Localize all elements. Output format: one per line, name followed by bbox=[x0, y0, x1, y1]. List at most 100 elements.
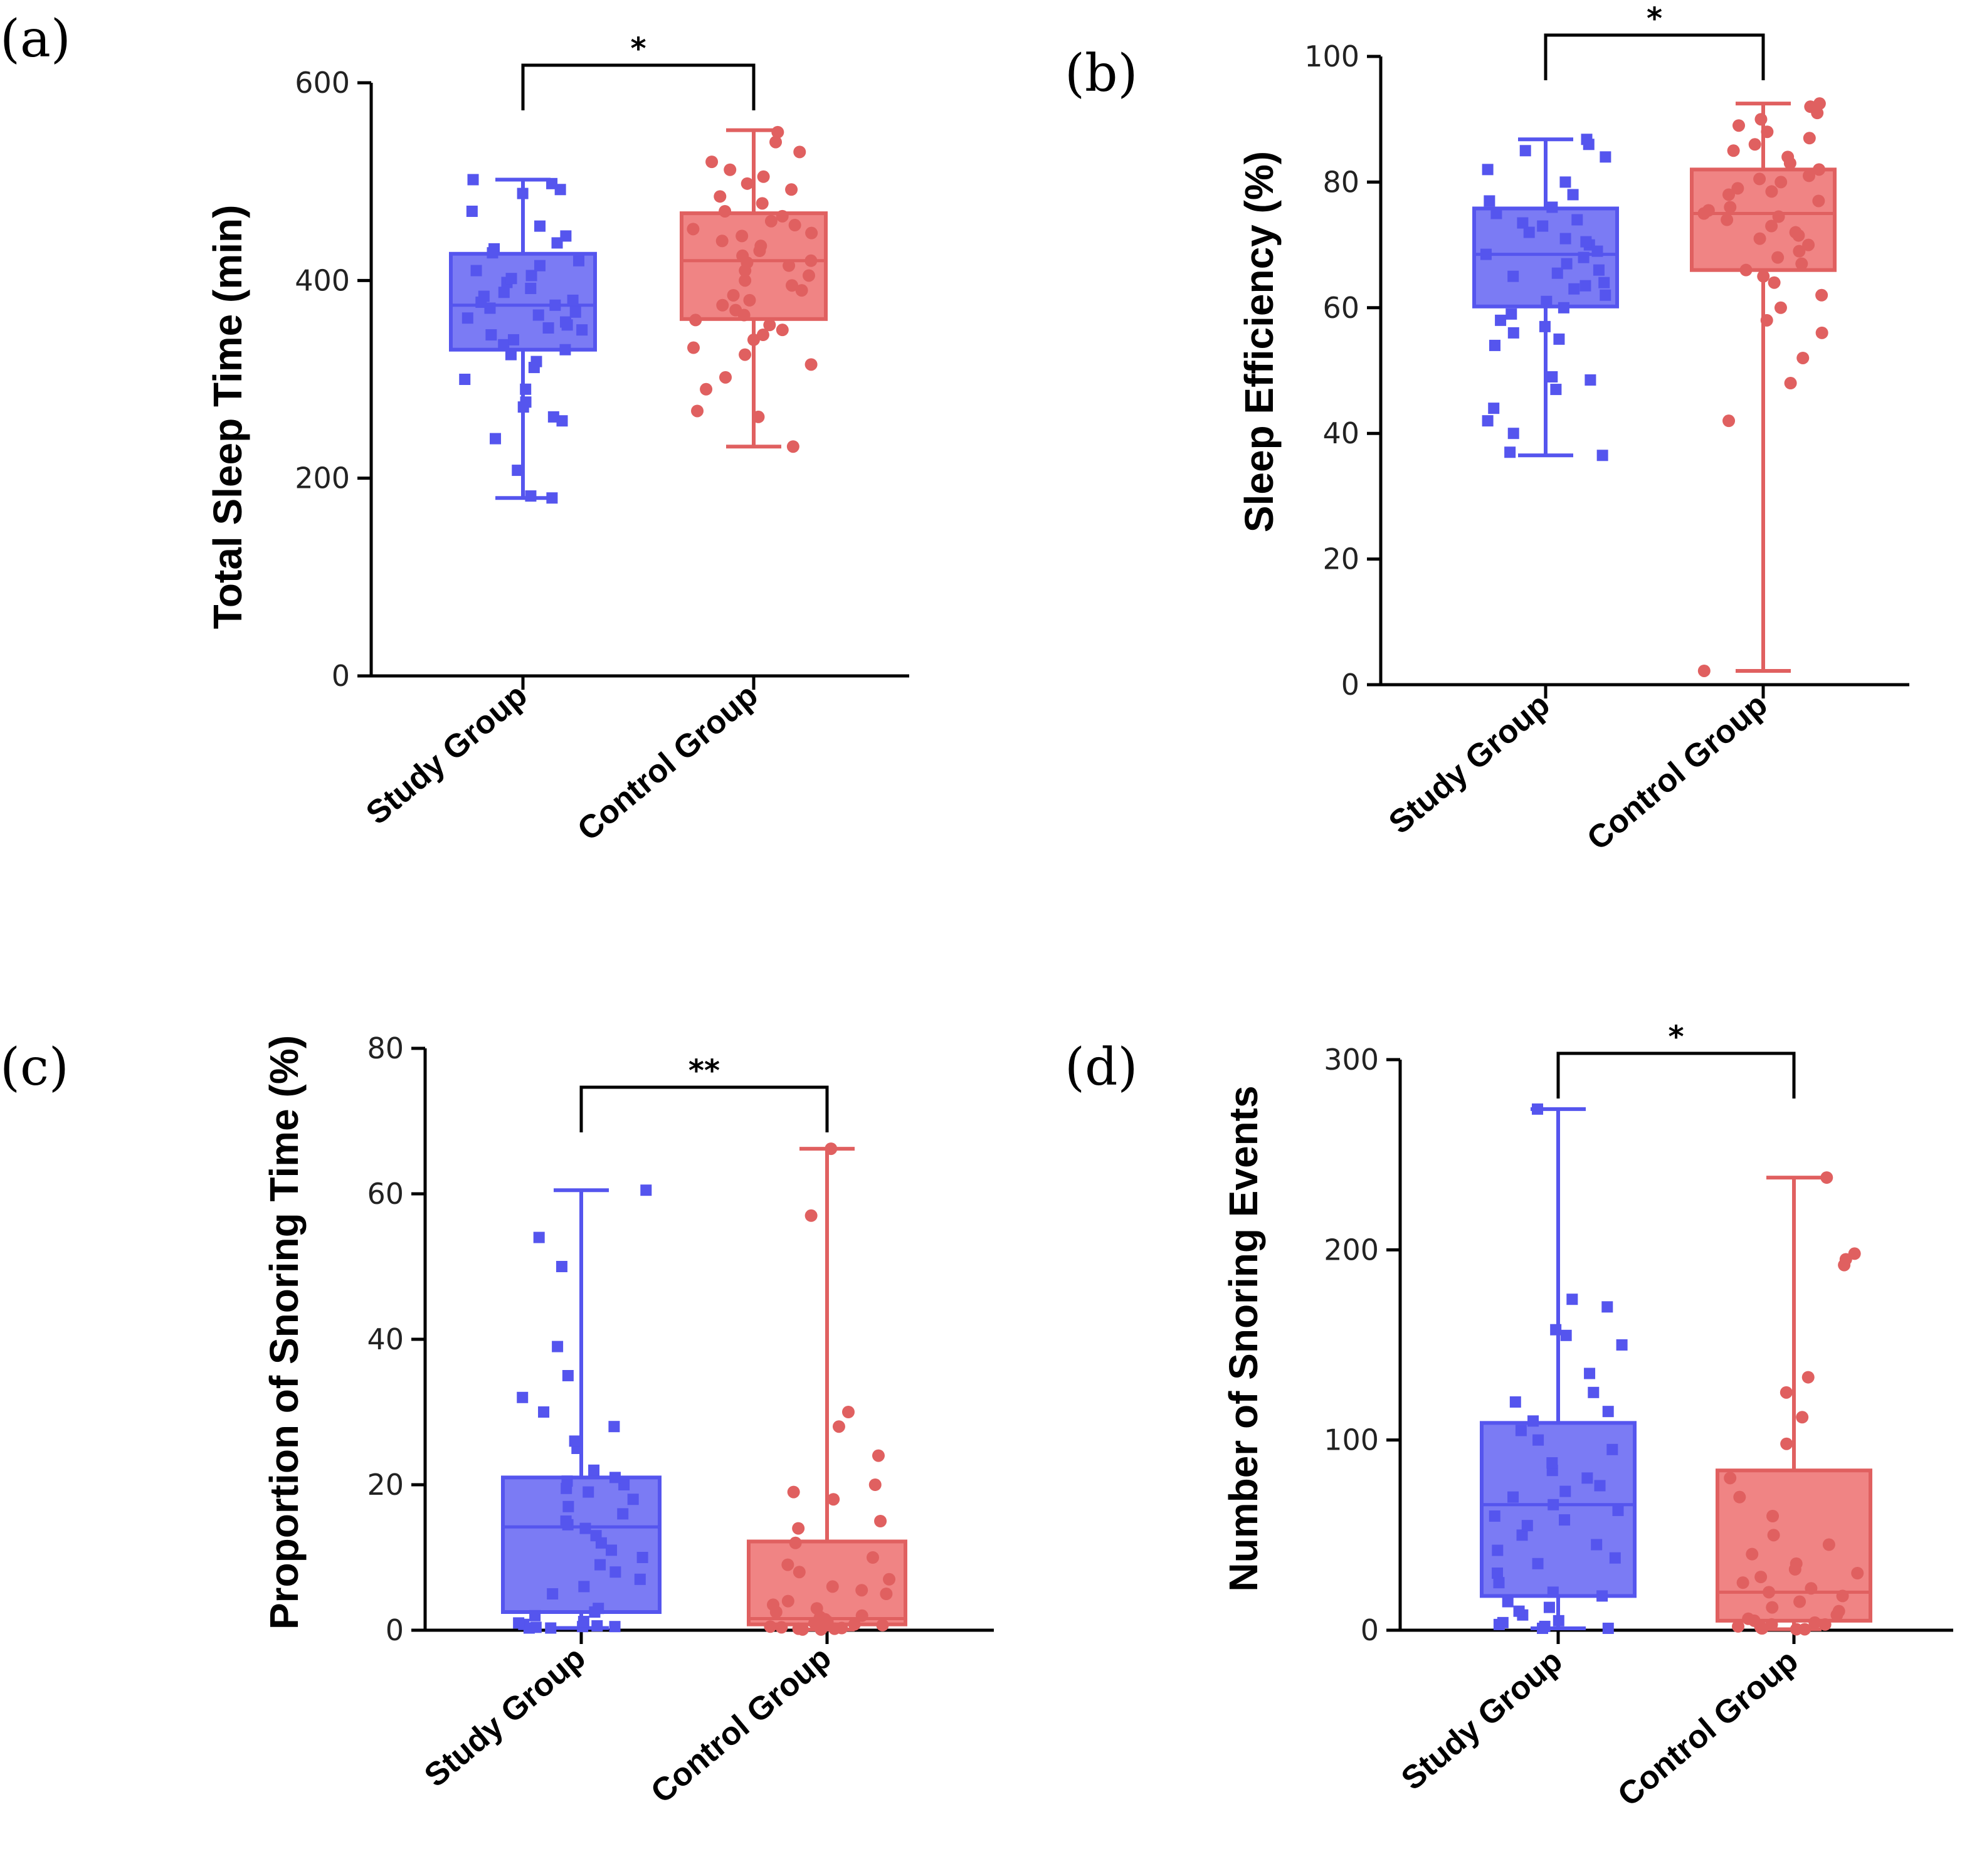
data-point bbox=[786, 279, 799, 292]
data-point bbox=[1566, 1294, 1578, 1305]
data-point bbox=[1766, 1601, 1779, 1614]
y-tick-label: 60 bbox=[1322, 291, 1359, 325]
data-point bbox=[793, 1566, 806, 1579]
data-point bbox=[583, 1486, 594, 1498]
data-point bbox=[1559, 176, 1571, 188]
data-point bbox=[636, 1552, 648, 1563]
data-point bbox=[1541, 295, 1553, 307]
data-point bbox=[1803, 132, 1816, 145]
data-point bbox=[485, 329, 497, 341]
data-point bbox=[1550, 384, 1562, 396]
data-point bbox=[705, 155, 719, 169]
data-point bbox=[1832, 1605, 1845, 1618]
data-point bbox=[727, 288, 740, 302]
data-point bbox=[804, 1209, 818, 1222]
data-point bbox=[617, 1508, 629, 1520]
data-point bbox=[1606, 1443, 1618, 1455]
significance-bracket bbox=[521, 63, 756, 110]
data-point bbox=[1760, 314, 1773, 327]
data-point bbox=[1539, 1620, 1551, 1632]
y-tick-label: 80 bbox=[367, 1031, 404, 1065]
box-iqr bbox=[747, 1539, 907, 1626]
data-point bbox=[789, 1536, 802, 1549]
data-point bbox=[1813, 163, 1826, 176]
data-point bbox=[530, 1621, 542, 1633]
x-category-label: Study Group bbox=[1382, 687, 1556, 841]
control-group-series bbox=[1716, 1171, 1872, 1636]
y-tick-label: 40 bbox=[1322, 416, 1359, 450]
data-point bbox=[729, 303, 742, 317]
data-point bbox=[825, 1142, 838, 1156]
data-point bbox=[754, 240, 767, 253]
x-category-label: Control Group bbox=[1611, 1643, 1805, 1814]
data-point bbox=[1523, 226, 1535, 238]
data-point bbox=[1793, 245, 1806, 258]
data-point bbox=[525, 270, 537, 282]
data-point bbox=[1519, 145, 1531, 157]
data-point bbox=[1489, 339, 1500, 351]
data-point bbox=[1553, 333, 1565, 345]
y-tick-label: 0 bbox=[1361, 1613, 1379, 1647]
data-point bbox=[1697, 664, 1711, 677]
y-tick-label: 200 bbox=[1324, 1233, 1379, 1267]
significance-marker: * bbox=[1668, 1020, 1684, 1055]
data-point bbox=[1796, 351, 1810, 364]
data-point bbox=[556, 415, 568, 427]
data-point bbox=[547, 1588, 559, 1599]
data-point bbox=[1547, 1586, 1559, 1598]
data-point bbox=[525, 282, 537, 294]
data-point bbox=[769, 135, 783, 149]
data-point bbox=[1492, 1568, 1504, 1579]
data-point bbox=[1796, 1411, 1809, 1424]
data-point bbox=[561, 1475, 573, 1487]
data-point bbox=[1591, 1539, 1603, 1551]
data-point bbox=[1822, 1538, 1835, 1551]
data-point bbox=[739, 274, 752, 287]
y-tick-label: 100 bbox=[1324, 1423, 1379, 1457]
data-point bbox=[775, 1621, 788, 1634]
data-point bbox=[1551, 267, 1563, 279]
y-tick-label: 0 bbox=[1341, 668, 1359, 702]
data-point bbox=[1724, 201, 1737, 214]
data-point bbox=[1490, 208, 1502, 219]
data-point bbox=[876, 1618, 889, 1631]
data-point bbox=[533, 1231, 545, 1243]
data-point bbox=[1480, 248, 1492, 260]
data-point bbox=[771, 125, 784, 139]
data-point bbox=[512, 465, 524, 477]
data-point bbox=[1506, 308, 1517, 320]
data-point bbox=[560, 1515, 572, 1527]
data-point bbox=[1602, 1406, 1614, 1418]
data-point bbox=[1507, 327, 1519, 339]
data-point bbox=[1482, 164, 1494, 176]
data-point bbox=[776, 209, 789, 223]
data-point bbox=[1532, 1557, 1544, 1569]
data-point bbox=[1602, 1622, 1614, 1634]
data-point bbox=[1581, 1472, 1593, 1484]
y-axis-title: Sleep Efficiency (%) bbox=[1237, 151, 1282, 532]
data-point bbox=[1742, 1612, 1755, 1625]
data-point bbox=[1527, 1415, 1539, 1427]
data-point bbox=[1502, 1596, 1514, 1608]
data-point bbox=[1774, 301, 1787, 314]
data-point bbox=[577, 1616, 589, 1628]
data-point bbox=[783, 259, 796, 272]
data-point bbox=[517, 1391, 529, 1403]
data-point bbox=[1766, 1510, 1780, 1522]
data-point bbox=[579, 1522, 591, 1534]
data-point bbox=[505, 349, 517, 361]
data-point bbox=[490, 433, 502, 445]
data-point bbox=[567, 294, 579, 306]
data-point bbox=[1780, 1437, 1793, 1450]
data-point bbox=[609, 1621, 621, 1633]
data-point bbox=[827, 1493, 840, 1506]
y-axis-title: Total Sleep Time (min) bbox=[205, 205, 250, 630]
data-point bbox=[810, 1602, 823, 1615]
study-group-series bbox=[501, 1184, 662, 1634]
x-category-label: Control Group bbox=[571, 677, 764, 848]
data-point bbox=[1546, 1457, 1558, 1469]
significance-bracket bbox=[1556, 1051, 1796, 1099]
data-point bbox=[560, 230, 572, 242]
data-point bbox=[1497, 1616, 1509, 1628]
